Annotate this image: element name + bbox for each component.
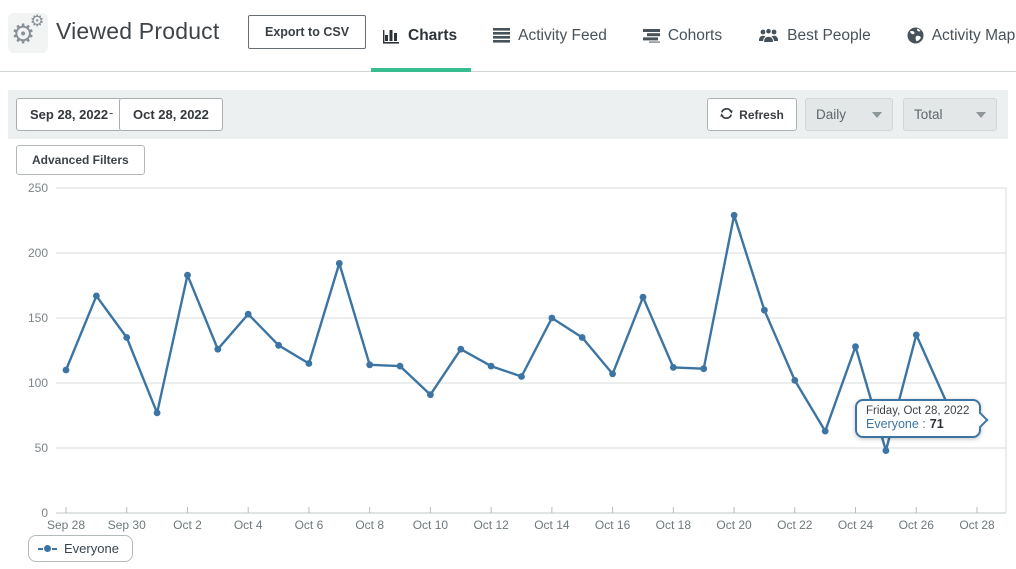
legend-everyone[interactable]: Everyone bbox=[28, 535, 133, 562]
chart-tooltip: Friday, Oct 28, 2022 Everyone :71 bbox=[855, 399, 982, 438]
data-point[interactable] bbox=[305, 360, 313, 367]
data-point[interactable] bbox=[791, 377, 799, 384]
data-point[interactable] bbox=[123, 334, 131, 341]
tab-label: Cohorts bbox=[667, 26, 723, 44]
data-point[interactable] bbox=[821, 427, 829, 435]
export-to-csv-button[interactable]: Export to CSV bbox=[248, 15, 367, 49]
x-axis-tick-label: Sep 30 bbox=[108, 518, 146, 532]
tab-activity-map[interactable]: Activity Map bbox=[907, 26, 1016, 45]
interval-dropdown-value: Daily bbox=[816, 107, 847, 122]
y-axis-tick-label: 0 bbox=[41, 506, 48, 520]
data-point[interactable] bbox=[214, 345, 222, 353]
active-tab-underline bbox=[371, 68, 471, 72]
x-axis-tick-label: Oct 28 bbox=[959, 518, 995, 532]
y-axis-tick-label: 250 bbox=[28, 181, 48, 195]
x-axis-tick-label: Oct 20 bbox=[716, 518, 752, 532]
data-point[interactable] bbox=[548, 314, 556, 322]
tab-label: Activity Map bbox=[931, 26, 1016, 44]
tab-bar: Charts Activity Feed Cohorts Best People… bbox=[383, 0, 1015, 71]
legend-label: Everyone bbox=[64, 541, 119, 556]
date-range-start-button[interactable]: Sep 28, 2022 bbox=[16, 98, 123, 131]
data-point[interactable] bbox=[639, 293, 647, 301]
line-series bbox=[64, 214, 978, 452]
data-point[interactable] bbox=[244, 310, 252, 318]
x-axis-tick-label: Oct 26 bbox=[899, 518, 935, 532]
x-axis-tick-label: Oct 14 bbox=[534, 518, 570, 532]
refresh-button[interactable]: Refresh bbox=[707, 98, 797, 131]
date-range-end-button[interactable]: Oct 28, 2022 bbox=[119, 98, 223, 131]
data-point[interactable] bbox=[62, 366, 70, 374]
data-point[interactable] bbox=[153, 409, 161, 417]
tab-charts[interactable]: Charts bbox=[383, 27, 457, 45]
tooltip-date: Friday, Oct 28, 2022 bbox=[866, 405, 970, 417]
tab-activity-feed[interactable]: Activity Feed bbox=[493, 27, 607, 45]
data-point[interactable] bbox=[669, 364, 677, 371]
data-point[interactable] bbox=[184, 271, 191, 279]
data-point[interactable] bbox=[427, 391, 434, 399]
data-point[interactable] bbox=[912, 331, 920, 339]
x-axis-tick-label: Oct 18 bbox=[656, 518, 692, 532]
bar-chart-icon bbox=[383, 27, 400, 44]
refresh-label: Refresh bbox=[739, 107, 784, 122]
tab-cohorts[interactable]: Cohorts bbox=[642, 26, 723, 45]
refresh-icon bbox=[720, 107, 733, 123]
metric-dropdown-value: Total bbox=[914, 107, 943, 122]
page-title: Viewed Product bbox=[56, 18, 220, 44]
x-axis-tick-label: Oct 24 bbox=[838, 518, 874, 532]
x-axis-tick-label: Oct 2 bbox=[173, 518, 202, 532]
data-point[interactable] bbox=[518, 373, 525, 380]
interval-dropdown[interactable]: Daily bbox=[805, 98, 893, 131]
x-axis-tick-label: Oct 22 bbox=[777, 518, 813, 532]
tab-best-people[interactable]: Best People bbox=[758, 27, 871, 45]
x-axis-tick-label: Oct 12 bbox=[473, 518, 509, 532]
people-icon bbox=[758, 28, 779, 43]
data-point[interactable] bbox=[852, 343, 859, 350]
data-point[interactable] bbox=[700, 365, 708, 373]
line-chart: 0 50 100 150 200 250 Sep 28 Sep 30 Oct 2 Oct 4 Oct… bbox=[0, 180, 1016, 535]
x-axis-tick-label: Sep 28 bbox=[47, 518, 85, 532]
data-point[interactable] bbox=[275, 341, 282, 349]
tab-label: Activity Feed bbox=[518, 26, 607, 44]
y-axis-tick-label: 100 bbox=[28, 376, 48, 390]
y-axis-tick-label: 50 bbox=[35, 441, 49, 455]
data-point[interactable] bbox=[730, 211, 738, 219]
tab-label: Best People bbox=[787, 26, 871, 44]
x-axis-tick-label: Oct 16 bbox=[595, 518, 631, 532]
data-point[interactable] bbox=[93, 292, 100, 300]
x-axis-tick-label: Oct 4 bbox=[234, 518, 263, 532]
advanced-filters-button[interactable]: Advanced Filters bbox=[16, 145, 145, 175]
header: ⚙ ⚙ Viewed Product Export to CSV Charts … bbox=[0, 0, 1016, 72]
data-point[interactable] bbox=[487, 362, 495, 370]
series-marker-icon bbox=[38, 545, 57, 552]
data-point[interactable] bbox=[609, 370, 616, 378]
chevron-down-icon bbox=[872, 111, 882, 118]
data-point[interactable] bbox=[335, 260, 343, 267]
data-point[interactable] bbox=[366, 361, 374, 369]
list-icon bbox=[493, 28, 511, 43]
data-point[interactable] bbox=[882, 447, 890, 454]
x-axis-tick-label: Oct 6 bbox=[295, 518, 324, 532]
x-axis-tick-label: Oct 8 bbox=[355, 518, 384, 532]
chevron-down-icon bbox=[976, 111, 986, 118]
toolbar-panel: Sep 28, 2022 - Oct 28, 2022 Refresh Dail… bbox=[8, 90, 1008, 139]
tooltip-value: 71 bbox=[929, 417, 944, 431]
data-point[interactable] bbox=[457, 345, 465, 353]
tab-label: Charts bbox=[408, 26, 458, 44]
chart-svg: 0 50 100 150 200 250 Sep 28 Sep 30 Oct 2 Oct 4 Oct… bbox=[28, 181, 1007, 532]
tooltip-series-label: Everyone : bbox=[866, 417, 926, 431]
x-axis-tick-label: Oct 10 bbox=[413, 518, 449, 532]
y-axis-tick-label: 150 bbox=[28, 311, 48, 325]
date-range-separator: - bbox=[109, 105, 114, 120]
cohorts-icon bbox=[642, 28, 660, 43]
metric-dropdown[interactable]: Total bbox=[903, 98, 997, 131]
data-point[interactable] bbox=[396, 362, 404, 370]
globe-icon bbox=[907, 27, 924, 44]
y-axis-tick-label: 200 bbox=[28, 246, 48, 260]
data-point[interactable] bbox=[761, 306, 768, 314]
report-gears-icon: ⚙ ⚙ bbox=[8, 13, 48, 53]
data-point[interactable] bbox=[578, 334, 586, 341]
